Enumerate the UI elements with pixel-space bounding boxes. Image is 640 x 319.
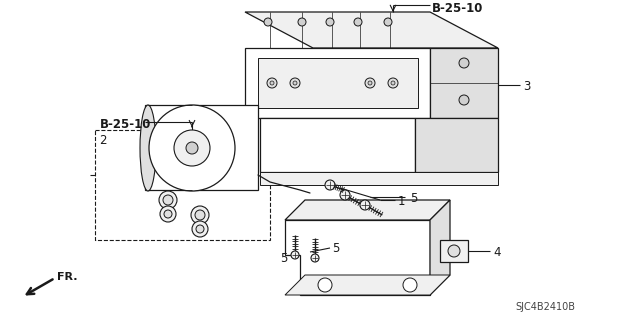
Polygon shape [285, 275, 450, 295]
Circle shape [365, 78, 375, 88]
Text: 4: 4 [493, 246, 500, 259]
Text: B-25-10: B-25-10 [432, 2, 483, 15]
Polygon shape [145, 105, 258, 190]
Circle shape [163, 195, 173, 205]
Circle shape [174, 130, 210, 166]
Circle shape [340, 190, 350, 200]
Bar [95, 130, 270, 240]
Polygon shape [245, 12, 498, 48]
Circle shape [360, 200, 370, 210]
Text: B-25-10: B-25-10 [100, 118, 152, 131]
Circle shape [186, 142, 198, 154]
Polygon shape [285, 220, 430, 295]
Circle shape [326, 18, 334, 26]
Circle shape [195, 210, 205, 220]
Circle shape [403, 278, 417, 292]
Polygon shape [415, 118, 498, 172]
Circle shape [270, 81, 274, 85]
Circle shape [368, 81, 372, 85]
Polygon shape [260, 118, 415, 172]
Circle shape [191, 206, 209, 224]
Circle shape [384, 18, 392, 26]
Circle shape [290, 78, 300, 88]
Text: SJC4B2410B: SJC4B2410B [515, 302, 575, 312]
Circle shape [318, 278, 332, 292]
Circle shape [149, 105, 235, 191]
Circle shape [448, 245, 460, 257]
Polygon shape [285, 200, 450, 220]
Polygon shape [430, 48, 498, 118]
Circle shape [354, 18, 362, 26]
Circle shape [298, 18, 306, 26]
Circle shape [159, 191, 177, 209]
Circle shape [192, 221, 208, 237]
Polygon shape [430, 200, 450, 295]
Circle shape [264, 18, 272, 26]
Text: FR.: FR. [57, 272, 77, 282]
Polygon shape [245, 48, 430, 118]
Text: 1: 1 [398, 195, 406, 208]
Text: 5: 5 [280, 252, 287, 265]
Text: 2: 2 [99, 134, 106, 147]
Circle shape [459, 58, 469, 68]
Polygon shape [260, 172, 498, 185]
Circle shape [325, 180, 335, 190]
Circle shape [311, 254, 319, 262]
Circle shape [164, 210, 172, 218]
Text: 3: 3 [523, 80, 531, 93]
Circle shape [291, 251, 299, 259]
Text: 5: 5 [332, 242, 339, 255]
Circle shape [388, 78, 398, 88]
Circle shape [160, 206, 176, 222]
Circle shape [196, 225, 204, 233]
Circle shape [267, 78, 277, 88]
Bar [440, 240, 468, 262]
Circle shape [293, 81, 297, 85]
Text: 5: 5 [410, 192, 417, 205]
Polygon shape [258, 58, 418, 108]
Circle shape [391, 81, 395, 85]
Ellipse shape [140, 105, 156, 191]
Circle shape [459, 95, 469, 105]
